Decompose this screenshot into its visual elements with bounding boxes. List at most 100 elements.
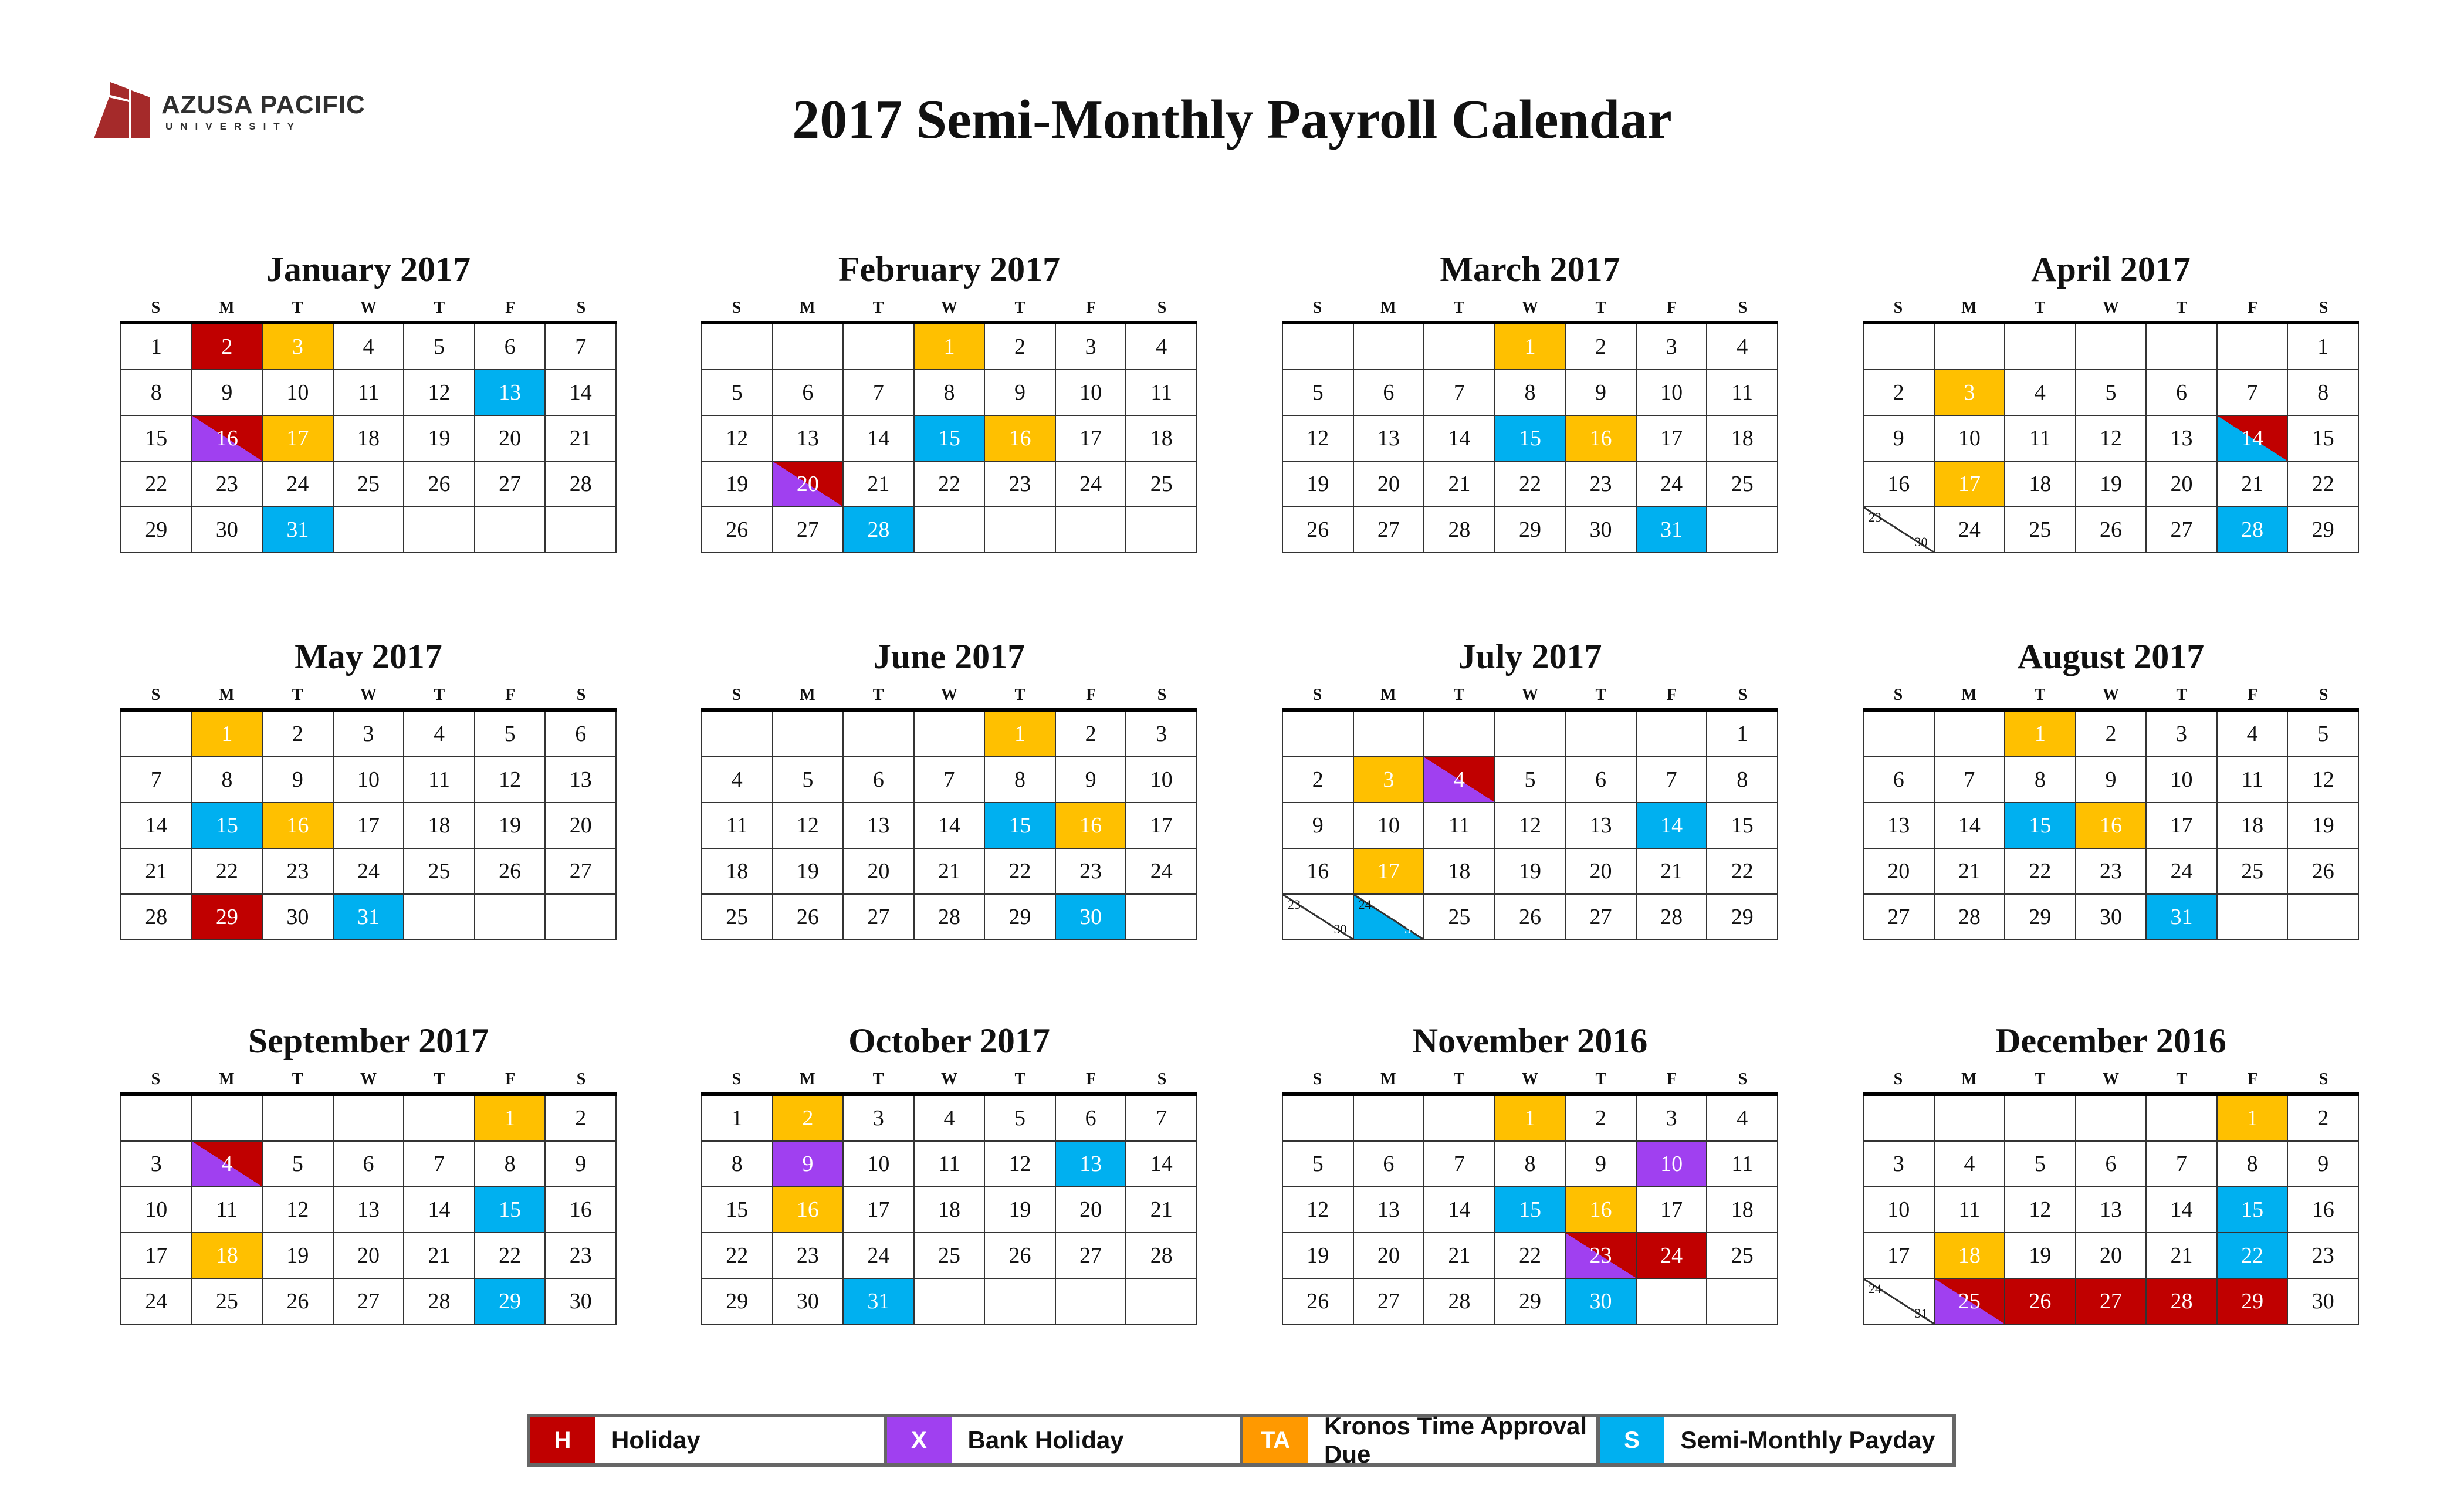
week-row: 1 bbox=[1282, 709, 1778, 757]
day-cell: 20 bbox=[544, 802, 617, 849]
weekday-label: T bbox=[2034, 686, 2046, 704]
weekday-label: M bbox=[800, 1070, 815, 1088]
week-row: 5 6 7 8 9 10 11 bbox=[1282, 369, 1778, 416]
day-number: 24 bbox=[1869, 1281, 1881, 1296]
day-cell bbox=[1352, 1094, 1425, 1142]
day-cell: 10 bbox=[1125, 756, 1197, 803]
day-cell: 30 bbox=[191, 506, 263, 553]
month-calendar: November 2016 S M T W T F S 1 2 3 4 5 6 7 8 9 10 11 12 13 14 1… bbox=[1282, 1015, 1778, 1325]
day-cell: 11 bbox=[913, 1140, 986, 1187]
weekday-label: T bbox=[1595, 686, 1607, 704]
day-cell: 10 bbox=[120, 1186, 192, 1233]
day-cell: 9 bbox=[984, 369, 1056, 416]
weekday-label: S bbox=[1312, 299, 1322, 317]
day-cell: 31 bbox=[262, 506, 334, 553]
day-cell bbox=[2004, 1094, 2076, 1142]
day-cell: 11 bbox=[332, 369, 405, 416]
month-title: January 2017 bbox=[266, 250, 471, 289]
weekday-label: T bbox=[1014, 686, 1026, 704]
day-cell bbox=[913, 709, 986, 757]
logo-subtitle: UNIVERSITY bbox=[165, 121, 302, 132]
day-cell: 29 bbox=[1494, 506, 1566, 553]
day-cell: 18 bbox=[1706, 1186, 1778, 1233]
weekday-label: S bbox=[1893, 299, 1903, 317]
day-cell: 31 bbox=[1635, 506, 1708, 553]
day-cell: 16 bbox=[1863, 461, 1935, 507]
day-cell bbox=[1423, 709, 1495, 757]
day-cell: 14 bbox=[2216, 415, 2289, 462]
day-cell: 5 bbox=[771, 756, 844, 803]
day-cell bbox=[2145, 1094, 2218, 1142]
day-cell: 28 bbox=[403, 1278, 475, 1325]
day-cell: 6 bbox=[332, 1140, 405, 1187]
day-cell bbox=[1933, 709, 2006, 757]
logo-name: AZUSA PACIFIC bbox=[161, 90, 365, 119]
weekday-label: F bbox=[1667, 1070, 1677, 1088]
day-number: 24 bbox=[1358, 897, 1372, 912]
day-cell: 7 bbox=[1125, 1094, 1197, 1142]
day-cell: 1 bbox=[1494, 1094, 1566, 1142]
day-cell: 15 bbox=[473, 1186, 546, 1233]
day-cell bbox=[2074, 1094, 2147, 1142]
day-cell: 20 bbox=[1352, 461, 1425, 507]
day-cell: 15 bbox=[120, 415, 192, 462]
day-cell: 21 bbox=[913, 848, 986, 895]
week-row: 23 30 24 31 25 26 27 28 29 bbox=[1282, 893, 1778, 940]
month-calendar: February 2017 S M T W T F S 1 2 3 4 5 6 7 8 9 10 11 12 13 14 1… bbox=[701, 243, 1197, 553]
weekday-label: M bbox=[1380, 1070, 1396, 1088]
day-cell: 22 bbox=[1494, 1232, 1566, 1279]
day-cell: 4 bbox=[701, 756, 773, 803]
day-cell: 7 bbox=[1423, 369, 1495, 416]
month-grid: 1 2 3 4 5 6 7 8 9 10 11 12 13 14 15 16 17 18 19 20 21 22 23 24 2… bbox=[120, 321, 617, 553]
day-cell: 25 bbox=[2004, 506, 2076, 553]
week-row: 26 27 28 29 30 bbox=[1282, 1278, 1778, 1325]
day-cell: 2 bbox=[1054, 709, 1127, 757]
day-cell bbox=[1565, 709, 1637, 757]
day-cell: 6 bbox=[473, 322, 546, 370]
legend: H Holiday X Bank Holiday TA Kronos Time Appro… bbox=[527, 1412, 1956, 1468]
week-row: 12 13 14 15 16 17 18 bbox=[1282, 415, 1778, 462]
week-row: 8 9 10 11 12 13 14 bbox=[120, 369, 617, 416]
day-cell: 13 bbox=[544, 756, 617, 803]
day-cell: 25 bbox=[701, 893, 773, 940]
day-cell: 4 bbox=[1125, 322, 1197, 370]
day-cell: 23 bbox=[771, 1232, 844, 1279]
day-cell: 11 bbox=[1423, 802, 1495, 849]
day-number: 30 bbox=[1333, 922, 1347, 936]
day-cell: 19 bbox=[473, 802, 546, 849]
week-row: 7 8 9 10 11 12 13 bbox=[120, 756, 617, 803]
day-cell: 18 bbox=[2004, 461, 2076, 507]
day-cell: 4 bbox=[1706, 322, 1778, 370]
month-title: May 2017 bbox=[295, 637, 442, 676]
weekday-label: F bbox=[1086, 1070, 1096, 1088]
day-cell: 27 bbox=[332, 1278, 405, 1325]
day-cell: 22 bbox=[2004, 848, 2076, 895]
day-cell: 28 bbox=[1423, 506, 1495, 553]
day-cell: 29 bbox=[701, 1278, 773, 1325]
day-cell: 30 bbox=[1565, 506, 1637, 553]
day-cell: 5 bbox=[2004, 1140, 2076, 1187]
day-cell: 10 bbox=[1635, 1140, 1708, 1187]
weekday-label: M bbox=[1961, 299, 1977, 317]
weekday-label: T bbox=[2034, 1070, 2046, 1088]
legend-code: TA bbox=[1243, 1417, 1308, 1463]
day-cell: 26 bbox=[2074, 506, 2147, 553]
day-cell: 10 bbox=[1635, 369, 1708, 416]
day-cell: 10 bbox=[1933, 415, 2006, 462]
day-cell: 9 bbox=[1282, 802, 1354, 849]
week-row: 19 20 21 22 23 24 25 bbox=[1282, 1232, 1778, 1279]
day-cell: 5 bbox=[1282, 1140, 1354, 1187]
weekday-label: F bbox=[2248, 299, 2258, 317]
day-cell: 27 bbox=[2145, 506, 2218, 553]
legend-code: S bbox=[1599, 1417, 1664, 1463]
day-cell bbox=[1933, 1094, 2006, 1142]
day-cell: 27 bbox=[842, 893, 915, 940]
day-cell: 8 bbox=[473, 1140, 546, 1187]
weekday-label: F bbox=[1086, 686, 1096, 704]
day-cell: 16 bbox=[771, 1186, 844, 1233]
weekday-label: F bbox=[2248, 686, 2258, 704]
day-cell: 30 bbox=[1565, 1278, 1637, 1325]
